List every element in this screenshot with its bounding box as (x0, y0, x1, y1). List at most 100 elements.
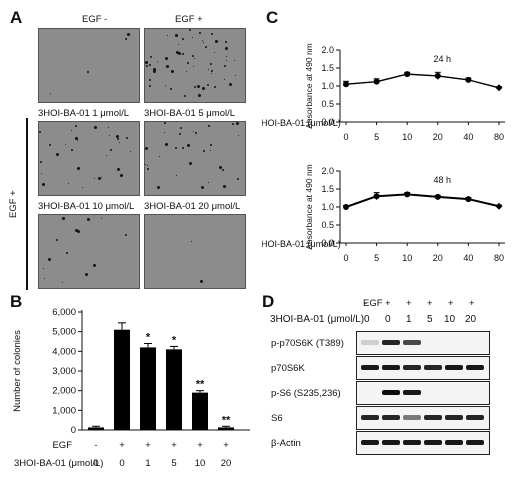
colony-dot (171, 70, 174, 73)
colony-dot (77, 230, 80, 233)
blot-egf-label: EGF (363, 298, 383, 309)
colony-dot (43, 268, 44, 269)
blot-dose-label: 10 (444, 314, 456, 325)
colony-dot (50, 93, 51, 94)
data-point (434, 193, 441, 200)
label-dose-10: 3HOI-BA-01 10 μmol/L (38, 201, 135, 212)
data-point (404, 191, 411, 198)
colony-dot (150, 56, 152, 58)
y-axis-label: Absorbance at 490 nm (304, 164, 314, 250)
time-label: 48 h (434, 175, 452, 185)
colony-dot (187, 62, 189, 64)
colony-dot (182, 38, 184, 40)
dose-label: 20 (221, 458, 232, 469)
colony-dot (125, 38, 127, 40)
bar (218, 427, 234, 430)
colony-dot (194, 58, 195, 59)
data-point (343, 204, 349, 210)
colony-dot (193, 131, 194, 132)
colony-dot (195, 132, 197, 134)
y-tick-label: 1.5 (321, 63, 334, 73)
blot-dose-label: 20 (465, 314, 477, 325)
viability-chart-24h: 0.0 0.5 1.0 1.5 2.0 Absorbance at 490 nm 0 5 10 2… (262, 43, 505, 142)
y-tick-label: 0.5 (321, 99, 334, 109)
blot-beta-actin (356, 431, 490, 455)
blot-p-p70s6k (356, 331, 490, 355)
colony-dot (149, 64, 151, 66)
colony-dot (189, 162, 192, 165)
colony-dot (62, 282, 63, 283)
colony-dot (205, 46, 207, 48)
colony-dot (101, 218, 102, 219)
significance-mark: * (172, 334, 177, 346)
colony-image-dose-20 (144, 214, 246, 289)
y-tick-label: 5,000 (52, 327, 76, 338)
data-point (465, 76, 472, 83)
blot-band (361, 365, 379, 370)
colony-dot (62, 217, 65, 220)
blot-band (424, 365, 442, 370)
colony-dot (109, 135, 110, 136)
colony-dot (126, 137, 128, 139)
colony-dot (153, 68, 156, 71)
colony-dot (207, 84, 209, 86)
blot-band (361, 340, 379, 345)
x-tick-label: 5 (374, 253, 379, 263)
colony-dot (159, 156, 160, 157)
colony-dot (75, 125, 77, 127)
panel-d-letter: D (262, 292, 275, 311)
colony-dot (225, 47, 228, 50)
colony-dot (211, 70, 213, 72)
colony-dot (178, 44, 179, 45)
x-axis-label: 3HOI-BA-01 (μmol/L) (262, 239, 341, 249)
colony-dot (211, 33, 213, 35)
colony-dot (82, 187, 83, 188)
colony-dot (182, 147, 184, 149)
x-axis-label: 3HOI-BA-01 (μmol/L) (262, 118, 341, 128)
colony-dot (117, 168, 120, 171)
blot-label-beta-actin: β-Actin (271, 438, 301, 449)
blot-band (466, 365, 484, 370)
colony-dot (215, 40, 218, 43)
y-tick-label: 3,000 (52, 366, 76, 377)
dose-label: 10 (195, 458, 206, 469)
colony-dot (68, 183, 69, 184)
colony-dot (180, 127, 182, 129)
x-tick-label: 40 (463, 132, 473, 142)
colony-dot (127, 33, 130, 36)
blot-dose-label: 1 (406, 314, 412, 325)
y-tick-label: 0 (71, 425, 76, 436)
blot-band (466, 440, 484, 445)
colony-dot (145, 164, 146, 165)
blot-band (382, 390, 400, 395)
colony-dot (238, 135, 239, 136)
colony-dot (71, 130, 72, 131)
colony-dot (176, 175, 177, 176)
colony-dot (192, 55, 194, 57)
dose-label: 1 (145, 458, 150, 469)
significance-mark: ** (222, 414, 231, 426)
y-tick-label: 4,000 (52, 346, 76, 357)
colony-dot (44, 278, 45, 279)
colony-dot (208, 69, 209, 70)
colony-dot (157, 186, 160, 189)
blot-band (382, 340, 400, 345)
colony-dot (49, 144, 51, 146)
colony-dot (125, 234, 127, 236)
colony-dot (56, 153, 59, 156)
panel-c-letter: C (266, 8, 279, 27)
colony-dot (186, 71, 187, 72)
blot-band (361, 415, 379, 420)
colony-dot (225, 41, 227, 43)
colony-dot (39, 131, 41, 133)
y-axis-label: Absorbance at 490 nm (304, 43, 314, 129)
colony-dot (219, 166, 222, 169)
colony-dot (193, 66, 194, 67)
blot-egf-sign: + (385, 298, 391, 309)
blot-band (382, 415, 400, 420)
colony-dot (226, 60, 227, 61)
colony-dot (224, 79, 225, 80)
colony-dot (210, 150, 211, 151)
colony-dot (197, 85, 200, 88)
colony-dot (175, 147, 177, 149)
